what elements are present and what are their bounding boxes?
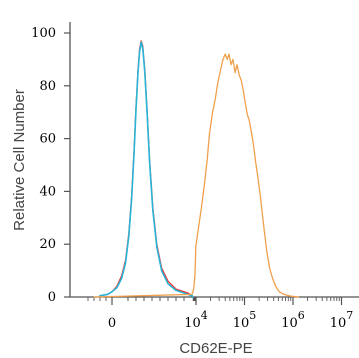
series-line-3 [93,53,300,298]
y-tick-label: 0 [48,290,56,305]
series-layer [93,40,300,298]
x-minor-ticks [87,297,340,301]
x-tick-label: 104 [184,309,208,331]
y-tick-label: 100 [31,26,56,41]
axis-ticks: 0 20 40 60 80 100 0 104 105 106 107 [31,26,353,331]
x-tick-label: 106 [281,309,305,331]
y-tick-label: 20 [39,237,56,252]
y-axis-title: Relative Cell Number [11,89,28,231]
series-line-2 [99,41,194,298]
x-axis-title: CD62E-PE [179,340,252,357]
x-tick-label: 0 [108,316,116,331]
y-tick-label: 80 [39,79,56,94]
series-line-1 [99,40,194,298]
y-tick-label: 60 [39,132,56,147]
y-tick-label: 40 [39,184,56,199]
x-tick-label: 107 [330,309,354,331]
x-tick-label: 105 [233,309,257,331]
